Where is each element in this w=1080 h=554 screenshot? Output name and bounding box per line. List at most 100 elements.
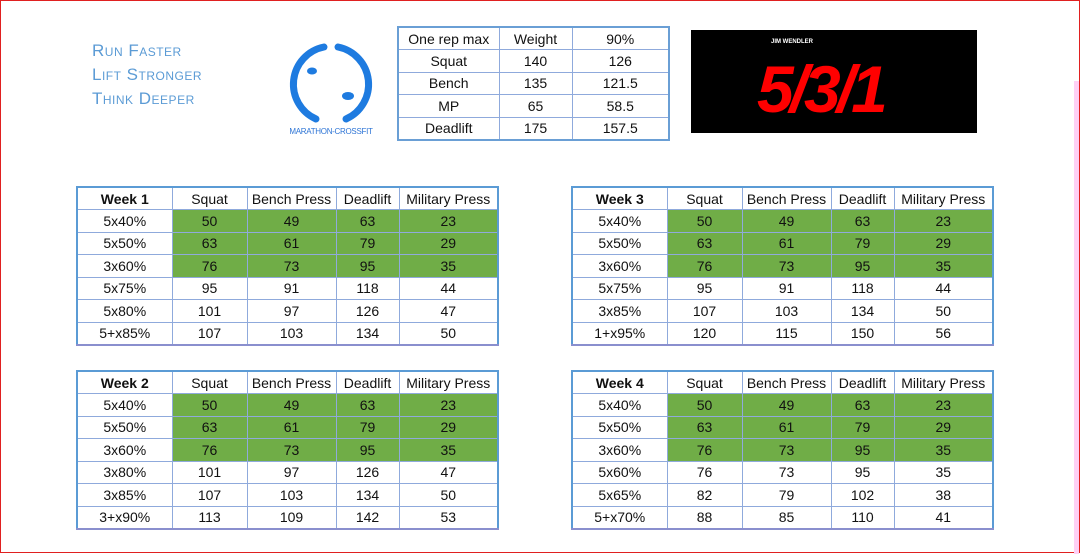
- weight-cell[interactable]: 76: [171, 438, 248, 462]
- set-scheme-cell[interactable]: 5x50%: [76, 415, 173, 439]
- weight-cell[interactable]: 53: [398, 505, 499, 530]
- week-label[interactable]: Week 3: [571, 186, 668, 210]
- weight-cell[interactable]: 95: [830, 254, 895, 278]
- column-header[interactable]: Weight: [498, 26, 573, 50]
- set-scheme-cell[interactable]: 5x40%: [76, 209, 173, 233]
- weight-cell[interactable]: 63: [666, 231, 743, 255]
- weight-cell[interactable]: 79: [830, 415, 895, 439]
- weight-cell[interactable]: 73: [246, 438, 337, 462]
- table-cell[interactable]: Deadlift: [397, 116, 500, 140]
- weight-cell[interactable]: 63: [171, 231, 248, 255]
- weight-cell[interactable]: 41: [893, 505, 994, 530]
- weight-cell[interactable]: 49: [741, 209, 832, 233]
- weight-cell[interactable]: 95: [171, 276, 248, 300]
- weight-cell[interactable]: 126: [335, 299, 400, 323]
- set-scheme-cell[interactable]: 3x80%: [76, 460, 173, 484]
- table-cell[interactable]: 135: [498, 71, 573, 95]
- weight-cell[interactable]: 126: [335, 460, 400, 484]
- weight-cell[interactable]: 73: [741, 460, 832, 484]
- set-scheme-cell[interactable]: 5x60%: [571, 460, 668, 484]
- weight-cell[interactable]: 107: [666, 299, 743, 323]
- weight-cell[interactable]: 56: [893, 321, 994, 346]
- table-cell[interactable]: 157.5: [571, 116, 670, 140]
- weight-cell[interactable]: 61: [246, 231, 337, 255]
- weight-cell[interactable]: 29: [893, 231, 994, 255]
- weight-cell[interactable]: 61: [741, 231, 832, 255]
- set-scheme-cell[interactable]: 5x40%: [571, 393, 668, 417]
- weight-cell[interactable]: 29: [398, 415, 499, 439]
- set-scheme-cell[interactable]: 5x50%: [571, 415, 668, 439]
- column-header[interactable]: Bench Press: [246, 186, 337, 210]
- set-scheme-cell[interactable]: 5+x85%: [76, 321, 173, 346]
- set-scheme-cell[interactable]: 5x40%: [76, 393, 173, 417]
- set-scheme-cell[interactable]: 5x65%: [571, 483, 668, 507]
- weight-cell[interactable]: 49: [246, 393, 337, 417]
- weight-cell[interactable]: 73: [741, 438, 832, 462]
- weight-cell[interactable]: 29: [893, 415, 994, 439]
- weight-cell[interactable]: 35: [398, 254, 499, 278]
- table-cell[interactable]: Squat: [397, 49, 500, 73]
- column-header[interactable]: 90%: [571, 26, 670, 50]
- weight-cell[interactable]: 35: [893, 460, 994, 484]
- weight-cell[interactable]: 38: [893, 483, 994, 507]
- weight-cell[interactable]: 35: [893, 254, 994, 278]
- weight-cell[interactable]: 49: [741, 393, 832, 417]
- weight-cell[interactable]: 73: [741, 254, 832, 278]
- weight-cell[interactable]: 50: [171, 393, 248, 417]
- column-header[interactable]: Deadlift: [830, 186, 895, 210]
- column-header[interactable]: Military Press: [398, 370, 499, 394]
- weight-cell[interactable]: 95: [335, 254, 400, 278]
- table-cell[interactable]: MP: [397, 94, 500, 118]
- weight-cell[interactable]: 79: [741, 483, 832, 507]
- weight-cell[interactable]: 110: [830, 505, 895, 530]
- set-scheme-cell[interactable]: 1+x95%: [571, 321, 668, 346]
- weight-cell[interactable]: 23: [398, 209, 499, 233]
- set-scheme-cell[interactable]: 5x75%: [76, 276, 173, 300]
- weight-cell[interactable]: 103: [246, 321, 337, 346]
- table-cell[interactable]: Bench: [397, 71, 500, 95]
- table-cell[interactable]: 175: [498, 116, 573, 140]
- weight-cell[interactable]: 47: [398, 299, 499, 323]
- weight-cell[interactable]: 63: [171, 415, 248, 439]
- weight-cell[interactable]: 118: [335, 276, 400, 300]
- column-header[interactable]: Military Press: [893, 186, 994, 210]
- weight-cell[interactable]: 50: [171, 209, 248, 233]
- weight-cell[interactable]: 101: [171, 299, 248, 323]
- set-scheme-cell[interactable]: 5x50%: [571, 231, 668, 255]
- set-scheme-cell[interactable]: 3x60%: [76, 254, 173, 278]
- weight-cell[interactable]: 97: [246, 299, 337, 323]
- weight-cell[interactable]: 61: [246, 415, 337, 439]
- weight-cell[interactable]: 150: [830, 321, 895, 346]
- weight-cell[interactable]: 88: [666, 505, 743, 530]
- column-header[interactable]: Deadlift: [335, 370, 400, 394]
- weight-cell[interactable]: 79: [335, 231, 400, 255]
- table-cell[interactable]: 121.5: [571, 71, 670, 95]
- set-scheme-cell[interactable]: 5x80%: [76, 299, 173, 323]
- weight-cell[interactable]: 91: [246, 276, 337, 300]
- weight-cell[interactable]: 50: [398, 483, 499, 507]
- weight-cell[interactable]: 103: [741, 299, 832, 323]
- weight-cell[interactable]: 23: [893, 393, 994, 417]
- weight-cell[interactable]: 85: [741, 505, 832, 530]
- weight-cell[interactable]: 44: [398, 276, 499, 300]
- weight-cell[interactable]: 95: [830, 460, 895, 484]
- table-cell[interactable]: 126: [571, 49, 670, 73]
- set-scheme-cell[interactable]: 3x60%: [571, 438, 668, 462]
- weight-cell[interactable]: 50: [398, 321, 499, 346]
- weight-cell[interactable]: 50: [666, 393, 743, 417]
- column-header[interactable]: Military Press: [398, 186, 499, 210]
- weight-cell[interactable]: 120: [666, 321, 743, 346]
- weight-cell[interactable]: 134: [335, 483, 400, 507]
- weight-cell[interactable]: 102: [830, 483, 895, 507]
- weight-cell[interactable]: 109: [246, 505, 337, 530]
- weight-cell[interactable]: 47: [398, 460, 499, 484]
- weight-cell[interactable]: 134: [830, 299, 895, 323]
- weight-cell[interactable]: 29: [398, 231, 499, 255]
- weight-cell[interactable]: 50: [893, 299, 994, 323]
- weight-cell[interactable]: 95: [666, 276, 743, 300]
- weight-cell[interactable]: 63: [830, 393, 895, 417]
- weight-cell[interactable]: 113: [171, 505, 248, 530]
- weight-cell[interactable]: 95: [830, 438, 895, 462]
- weight-cell[interactable]: 50: [666, 209, 743, 233]
- weight-cell[interactable]: 95: [335, 438, 400, 462]
